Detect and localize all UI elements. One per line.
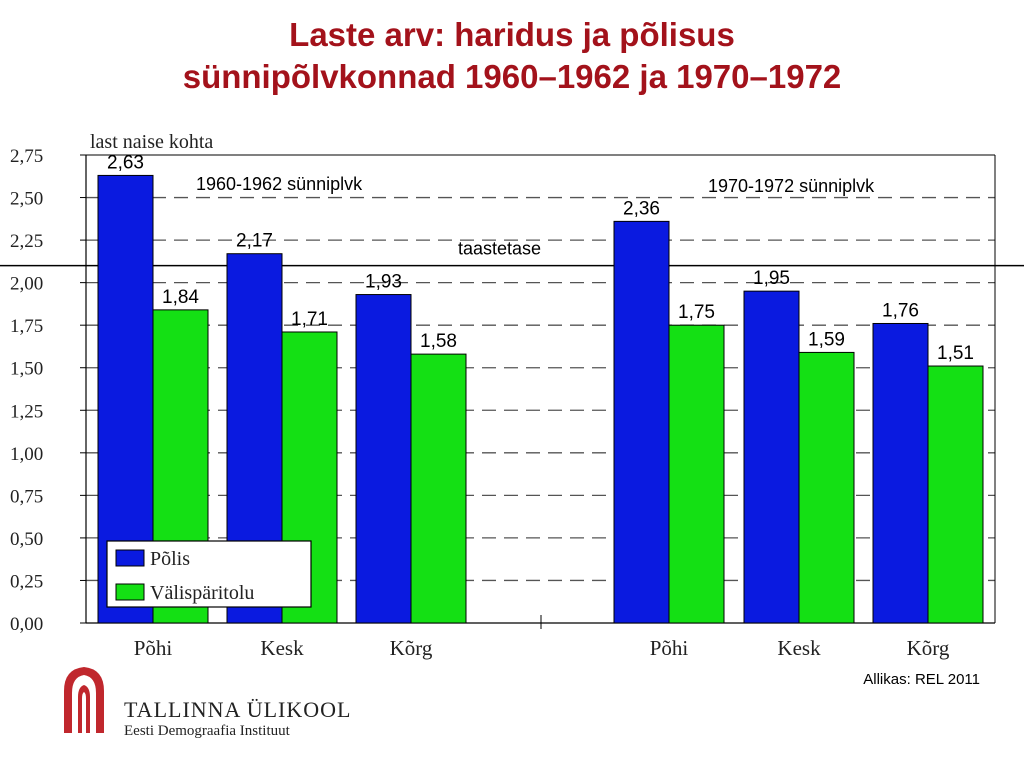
title-line-2: sünnipõlvkonnad 1960–1962 ja 1970–1972: [182, 58, 842, 95]
y-tick-label: 0,00: [10, 614, 43, 635]
legend-label: Põlis: [150, 548, 190, 570]
brand-name: TALLINNA ÜLIKOOL: [124, 697, 352, 722]
y-tick-label: 0,50: [10, 529, 43, 550]
x-category-label: Põhi: [134, 636, 173, 660]
data-label: 2,63: [107, 152, 144, 173]
data-label: 2,17: [236, 231, 273, 252]
bar-chart: 0,00 0,25 0,50 0,75 1,00 1,25 1,50 1,75 2,00 2,25…: [0, 131, 1024, 660]
title-line-1: Laste arv: haridus ja põlisus: [289, 16, 735, 53]
y-tick-label: 1,75: [10, 316, 43, 337]
bar-valisparitolu: [798, 351, 855, 624]
y-tick-label: 1,25: [10, 401, 43, 422]
x-category-label: Kõrg: [907, 636, 950, 660]
data-label: 1,93: [365, 272, 402, 293]
bar-valisparitolu: [410, 353, 467, 624]
bar-polis: [743, 290, 800, 624]
chart-title: Laste arv: haridus ja põlisus sünnipõlvk…: [0, 14, 1024, 98]
bar-polis: [872, 322, 929, 624]
y-tick-label: 0,25: [10, 571, 43, 592]
brand-block: TALLINNA ÜLIKOOL Eesti Demograafia Insti…: [124, 698, 351, 740]
data-label: 1,76: [882, 300, 919, 321]
legend-swatch: [115, 583, 145, 601]
y-tick-label: 2,00: [10, 274, 43, 295]
bar-valisparitolu: [668, 324, 725, 624]
x-category-label: Kõrg: [390, 636, 433, 660]
x-category-label: Põhi: [650, 636, 689, 660]
data-label: 1,51: [937, 343, 974, 364]
group-label-1970: 1970-1972 sünniplvk: [708, 176, 875, 196]
brand-subtitle: Eesti Demograafia Instituut: [124, 723, 290, 739]
y-tick-label: 2,75: [10, 146, 43, 167]
bar-valisparitolu: [927, 365, 984, 624]
data-label: 1,84: [162, 287, 199, 308]
bar-polis: [613, 220, 670, 624]
group-label-1960: 1960-1962 sünniplvk: [196, 174, 363, 194]
y-tick-label: 2,50: [10, 189, 43, 210]
legend-swatch: [115, 549, 145, 567]
y-axis-label: last naise kohta: [90, 131, 213, 153]
y-tick-label: 2,25: [10, 231, 43, 252]
x-category-label: Kesk: [777, 636, 821, 660]
reference-line-label: taastetase: [458, 239, 541, 259]
data-label: 1,75: [678, 302, 715, 323]
data-label: 2,36: [623, 198, 660, 219]
bar-polis: [355, 294, 412, 624]
y-tick-label: 1,00: [10, 444, 43, 465]
data-label: 1,58: [420, 331, 457, 352]
source-note: Allikas: REL 2011: [863, 671, 980, 688]
legend-label: Välispäritolu: [150, 582, 254, 604]
y-tick-label: 1,50: [10, 359, 43, 380]
y-tick-label: 0,75: [10, 486, 43, 507]
data-label: 1,95: [753, 268, 790, 289]
tallinn-university-arch-logo-icon: [64, 667, 104, 733]
data-label: 1,71: [291, 309, 328, 330]
data-label: 1,59: [808, 329, 845, 350]
x-category-label: Kesk: [260, 636, 304, 660]
